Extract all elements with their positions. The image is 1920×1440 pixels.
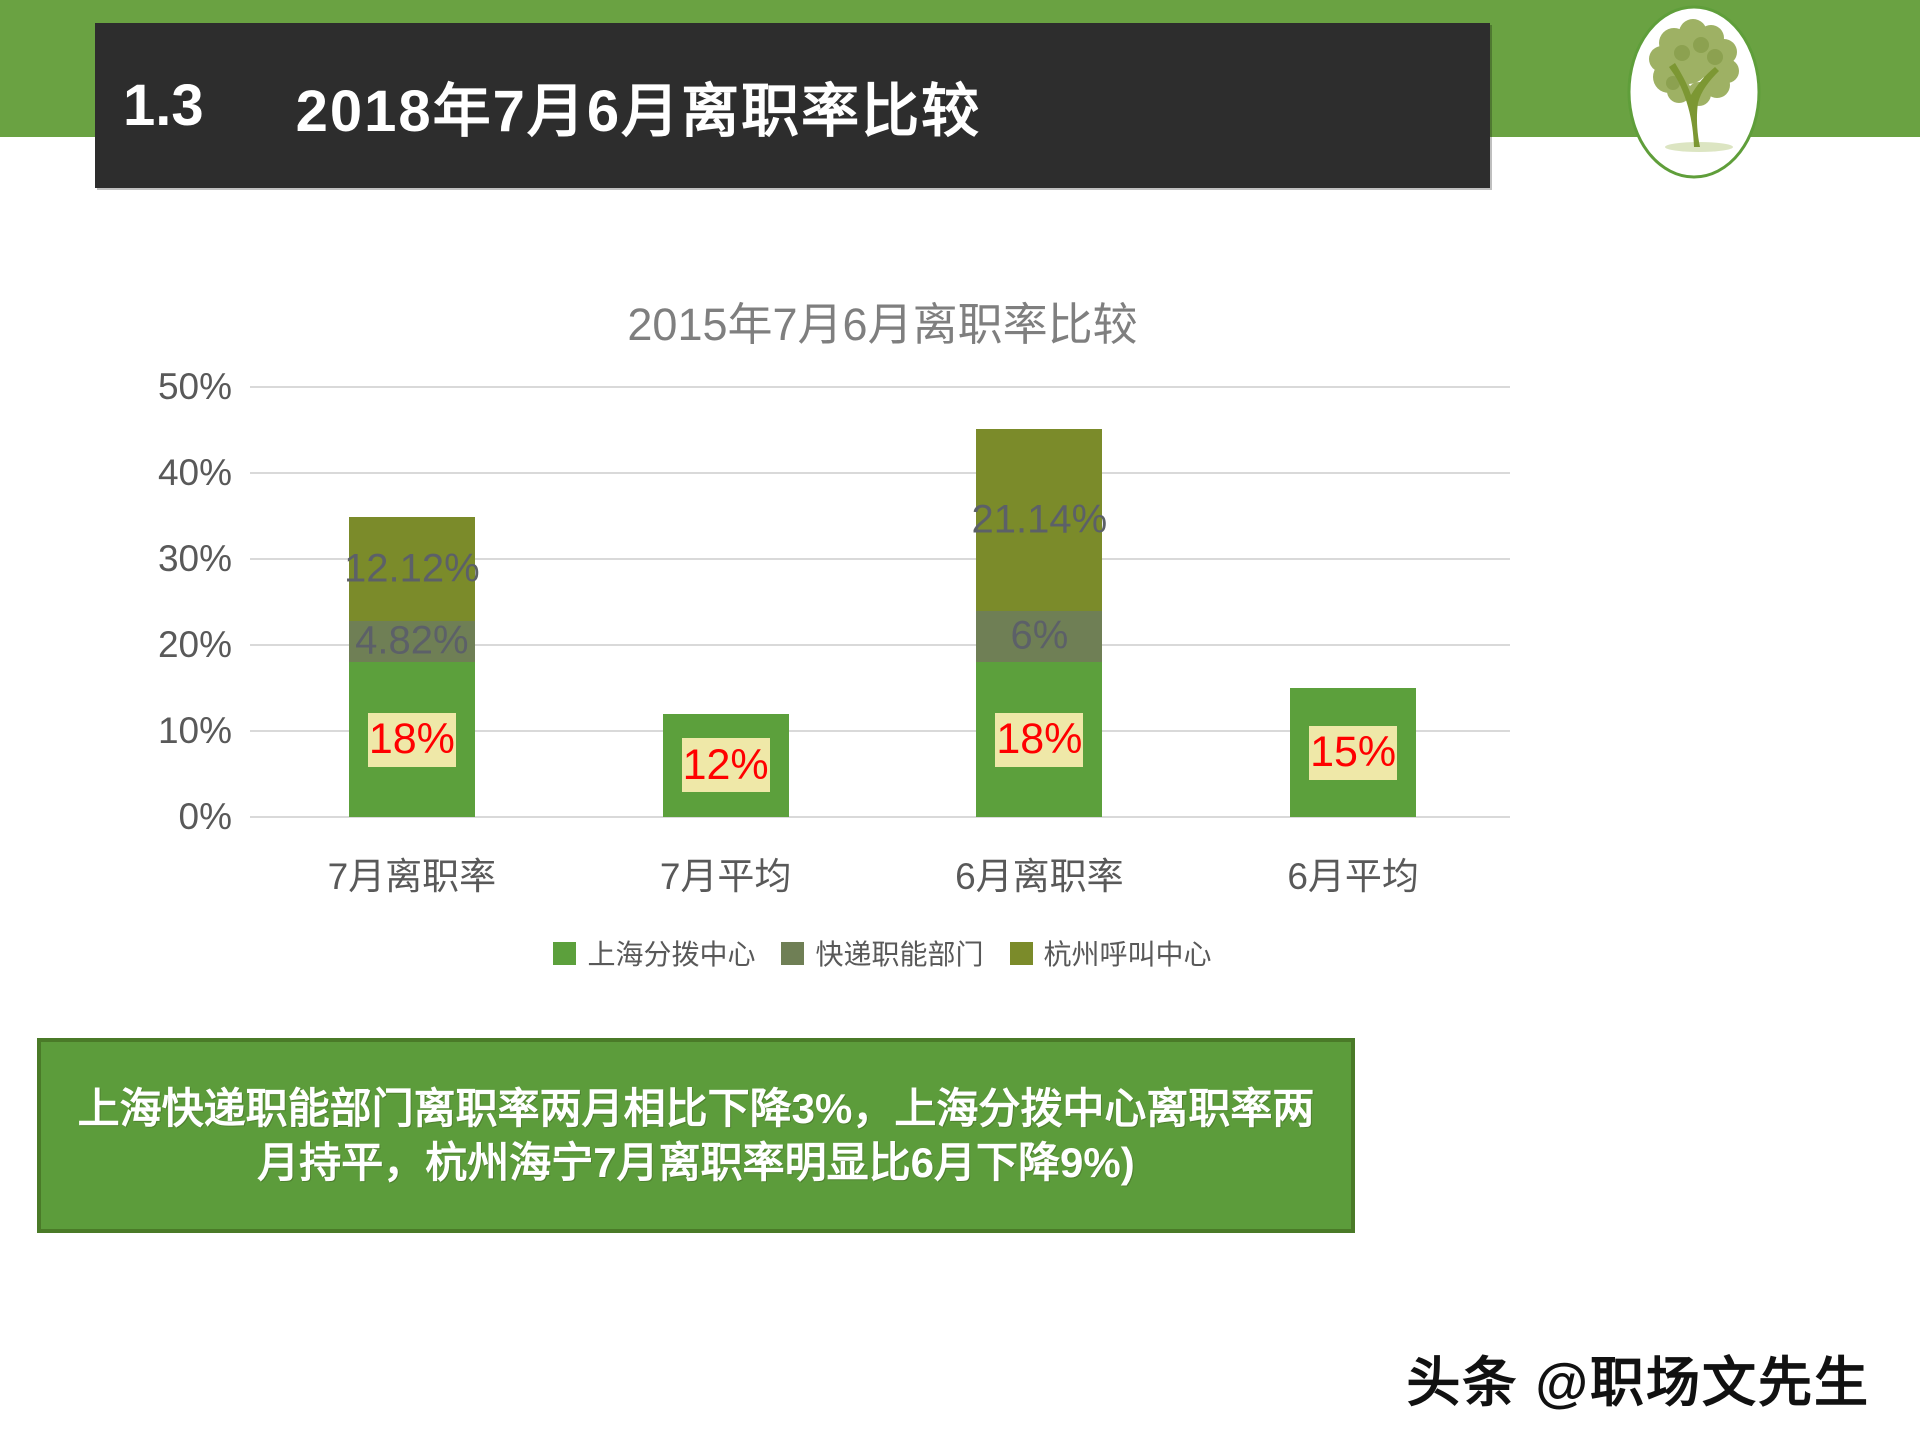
gridline bbox=[250, 730, 1510, 732]
legend-item-上海分拨中心: 上海分拨中心 bbox=[553, 933, 755, 973]
legend-item-快递职能部门: 快递职能部门 bbox=[781, 933, 984, 973]
value-label-7月平均: 12% bbox=[681, 738, 770, 793]
legend-label: 快递职能部门 bbox=[815, 939, 984, 970]
bar-segment-快递职能部门-7月离职率 bbox=[348, 620, 475, 663]
chart-legend: 上海分拨中心 快递职能部门 杭州呼叫中心 bbox=[255, 933, 1510, 973]
value-label-6月平均: 15% bbox=[1309, 725, 1398, 780]
summary-note-line1: 上海快递职能部门离职率两月相比下降3%，上海分拨中心离职率两 bbox=[77, 1084, 1315, 1132]
page-title: 2018年7月6月离职率比较 bbox=[295, 78, 982, 144]
legend-label: 上海分拨中心 bbox=[587, 939, 756, 970]
value-label-6月离职率: 18% bbox=[995, 712, 1084, 767]
chart-title: 2015年7月6月离职率比较 bbox=[627, 299, 1138, 350]
legend-swatch-icon bbox=[1009, 941, 1033, 965]
legend-item-杭州呼叫中心: 杭州呼叫中心 bbox=[1009, 933, 1212, 973]
section-number: 1.3 bbox=[123, 73, 204, 138]
x-axis-category-label: 6月离职率 bbox=[955, 856, 1124, 897]
gridline bbox=[250, 816, 1510, 818]
segment-label-快递职能部门-7月离职率: 4.82% bbox=[355, 618, 469, 663]
x-axis-category-label: 6月平均 bbox=[1287, 856, 1419, 897]
legend-label: 杭州呼叫中心 bbox=[1043, 939, 1212, 970]
segment-label-杭州呼叫中心-6月离职率: 21.14% bbox=[971, 497, 1108, 542]
header-bar: 1.3 2018年7月6月离职率比较 bbox=[95, 23, 1490, 188]
gridline bbox=[250, 558, 1510, 560]
segment-label-杭州呼叫中心-7月离职率: 12.12% bbox=[344, 546, 480, 591]
bar-segment-杭州呼叫中心-6月离职率 bbox=[976, 428, 1103, 611]
y-axis-tick-label: 10% bbox=[157, 710, 232, 751]
x-axis-category-label: 7月离职率 bbox=[327, 856, 497, 897]
gridline bbox=[250, 644, 1510, 646]
legend-swatch-icon bbox=[553, 941, 577, 965]
y-axis-tick-label: 40% bbox=[157, 452, 232, 493]
legend-swatch-icon bbox=[781, 941, 805, 965]
y-axis-tick-label: 30% bbox=[157, 538, 232, 579]
value-label-7月离职率: 18% bbox=[367, 712, 456, 767]
y-axis-tick-label: 20% bbox=[157, 624, 232, 665]
summary-note: 上海快递职能部门离职率两月相比下降3%，上海分拨中心离职率两 月持平，杭州海宁7… bbox=[37, 1038, 1355, 1233]
tree-logo-icon bbox=[1627, 5, 1761, 179]
gridline bbox=[250, 386, 1510, 388]
bar-segment-快递职能部门-6月离职率 bbox=[976, 610, 1103, 663]
summary-note-line2: 月持平，杭州海宁7月离职率明显比6月下降9%) bbox=[257, 1138, 1135, 1186]
segment-label-快递职能部门-6月离职率: 6% bbox=[1010, 613, 1069, 658]
watermark-text: 头条 @职场文先生 bbox=[1406, 1353, 1870, 1413]
y-axis-tick-label: 0% bbox=[178, 796, 232, 837]
x-axis-category-label: 7月平均 bbox=[659, 856, 792, 897]
bar-segment-杭州呼叫中心-7月离职率 bbox=[348, 516, 475, 621]
y-axis-tick-label: 50% bbox=[157, 366, 232, 407]
tree-logo bbox=[1627, 5, 1761, 180]
gridline bbox=[250, 472, 1510, 474]
